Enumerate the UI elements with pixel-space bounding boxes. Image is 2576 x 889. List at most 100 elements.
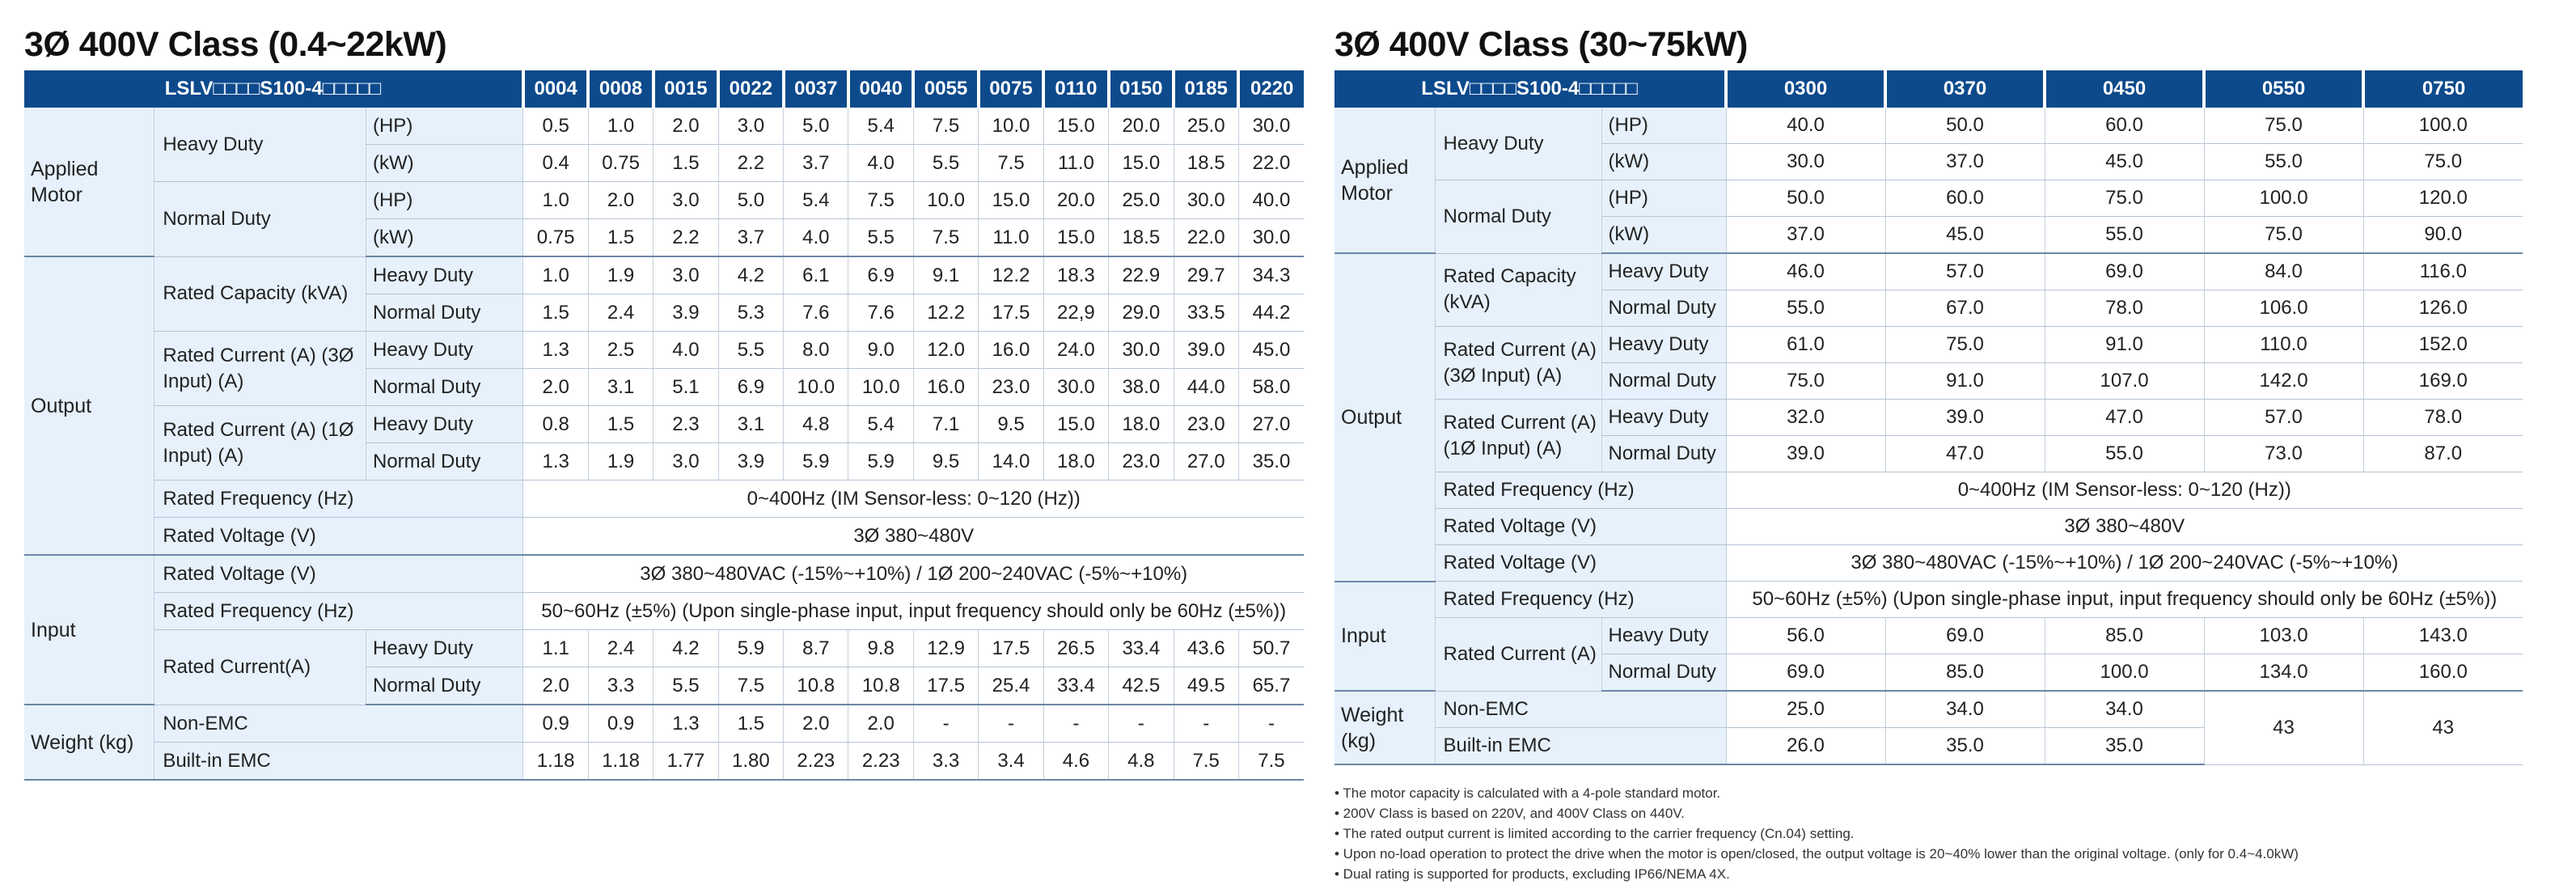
heavy-duty-label: Heavy Duty bbox=[154, 108, 366, 182]
input-label: Input bbox=[24, 555, 154, 705]
value-cell: 39.0 bbox=[1173, 331, 1239, 369]
spec-row: Normal Duty 1.5 2.4 3.9 5.3 7.6 7.6 12.2 17.5 22,… bbox=[24, 294, 1304, 332]
rated-voltage-label: Rated Voltage (V) bbox=[1434, 544, 1727, 582]
value-cell: 30.0 bbox=[1237, 218, 1304, 257]
spec-row: Rated Voltage (V) 3Ø 380~480V bbox=[1335, 508, 2523, 545]
value-cell: 9.5 bbox=[978, 405, 1044, 443]
value-cell: 30.0 bbox=[1043, 368, 1109, 406]
spec-row: Normal Duty (HP) 1.0 2.0 3.0 5.0 5.4 7.5 10.0 15.… bbox=[24, 181, 1304, 257]
header-row: LSLV□□□□S100-4□□□□□ 0300 0370 0450 0550 0750 bbox=[1335, 70, 2523, 108]
value-cell: 44.2 bbox=[1237, 294, 1304, 332]
input-frequency-value: 50~60Hz (±5%) (Upon single-phase input, … bbox=[1725, 581, 2523, 618]
value-cell: 126.0 bbox=[2362, 290, 2523, 327]
value-cell: 1.5 bbox=[522, 294, 589, 332]
value-cell: 4.8 bbox=[783, 405, 848, 443]
value-cell: 30.0 bbox=[1725, 143, 1886, 180]
rated-frequency-label: Rated Frequency (Hz) bbox=[154, 592, 523, 630]
value-cell: 1.0 bbox=[522, 256, 589, 294]
applied-motor-label: Applied Motor bbox=[1335, 108, 1435, 254]
value-cell: 45.0 bbox=[2044, 143, 2205, 180]
value-cell: 23.0 bbox=[1173, 405, 1239, 443]
model-code-header: 0037 bbox=[781, 70, 848, 108]
value-cell: 69.0 bbox=[1884, 617, 2045, 654]
output-voltage-value: 3Ø 380~480V bbox=[522, 517, 1304, 556]
value-cell: 27.0 bbox=[1237, 405, 1304, 443]
value-cell: 152.0 bbox=[2362, 326, 2523, 363]
hp-unit: (HP) bbox=[365, 181, 523, 219]
value-cell: 10.8 bbox=[848, 667, 914, 705]
value-cell: 40.0 bbox=[1237, 181, 1304, 219]
value-cell: 30.0 bbox=[1108, 331, 1174, 369]
value-cell: 50.0 bbox=[1725, 180, 1886, 217]
value-cell: 1.0 bbox=[587, 108, 654, 145]
weight-label: Weight (kg) bbox=[24, 705, 154, 781]
value-cell: 26.0 bbox=[1725, 727, 1886, 765]
value-cell: 14.0 bbox=[978, 442, 1044, 480]
footnote: • Upon no-load operation to protect the … bbox=[1335, 846, 2299, 861]
footnote: • The motor capacity is calculated with … bbox=[1335, 785, 1721, 801]
model-code-header: 0008 bbox=[586, 70, 654, 108]
value-cell: 3.0 bbox=[653, 181, 719, 219]
non-emc-label: Non-EMC bbox=[1434, 691, 1727, 728]
spec-row: Normal Duty 2.0 3.1 5.1 6.9 10.0 10.0 16.0 23.0 3… bbox=[24, 368, 1304, 406]
value-cell: 69.0 bbox=[2044, 253, 2205, 290]
value-cell: 100.0 bbox=[2362, 108, 2523, 144]
value-cell: 2.0 bbox=[783, 705, 848, 743]
value-cell: 7.5 bbox=[1237, 742, 1304, 781]
value-cell: 35.0 bbox=[1237, 442, 1304, 480]
value-cell: 0.8 bbox=[522, 405, 589, 443]
value-cell: 4.6 bbox=[1043, 742, 1109, 781]
built-in-emc-label: Built-in EMC bbox=[1434, 727, 1727, 765]
value-cell: 22.0 bbox=[1173, 218, 1239, 257]
value-cell: 3.9 bbox=[717, 442, 784, 480]
value-cell: 7.5 bbox=[848, 181, 914, 219]
value-cell: 91.0 bbox=[1884, 362, 2045, 400]
value-cell: 1.5 bbox=[653, 144, 719, 182]
kw-unit: (kW) bbox=[365, 218, 523, 257]
value-cell: 33.5 bbox=[1173, 294, 1239, 332]
output-voltage-value: 3Ø 380~480V bbox=[1725, 508, 2523, 545]
rated-current-1ph-label: Rated Current (A) (1Ø Input) (A) bbox=[154, 405, 366, 480]
spec-row: Input Rated Voltage (V) 3Ø 380~480VAC (-15… bbox=[24, 555, 1304, 705]
value-cell: 2.0 bbox=[587, 181, 654, 219]
value-cell: 15.0 bbox=[1043, 405, 1109, 443]
value-cell: 0.75 bbox=[522, 218, 589, 257]
spec-row: Normal Duty 1.3 1.9 3.0 3.9 5.9 5.9 9.5 14.0 18.0… bbox=[24, 442, 1304, 480]
value-cell: 60.0 bbox=[2044, 108, 2205, 144]
value-cell: 17.5 bbox=[978, 294, 1044, 332]
value-cell: 10.0 bbox=[848, 368, 914, 406]
model-code-header: 0015 bbox=[651, 70, 719, 108]
spec-row: Rated Frequency (Hz) 0~400Hz (IM Sensor-l… bbox=[24, 480, 1304, 518]
value-cell: 106.0 bbox=[2203, 290, 2364, 327]
model-code-header: 0450 bbox=[2043, 70, 2205, 108]
spec-row: Normal Duty 39.0 47.0 55.0 73.0 87.0 bbox=[1335, 435, 2523, 472]
value-cell: 61.0 bbox=[1725, 326, 1886, 363]
value-cell: 30.0 bbox=[1237, 108, 1304, 145]
value-cell: 22.0 bbox=[1237, 144, 1304, 182]
rated-voltage-label: Rated Voltage (V) bbox=[1434, 508, 1727, 545]
value-cell: 0.75 bbox=[587, 144, 654, 182]
value-cell: 20.0 bbox=[1108, 108, 1174, 145]
spec-row: Rated Voltage (V) 3Ø 380~480V bbox=[24, 517, 1304, 556]
spec-row: Rated Current(A) Heavy Duty 1.1 2.4 4.2 5.9 8.… bbox=[24, 629, 1304, 705]
rated-current-1ph-label: Rated Current (A) (1Ø Input) (A) bbox=[1434, 399, 1601, 472]
spec-row: Rated Current (A) (3Ø Input) (A) Heavy Du… bbox=[24, 331, 1304, 406]
value-cell: 1.80 bbox=[717, 742, 784, 781]
value-cell: 49.5 bbox=[1173, 667, 1239, 705]
value-cell: 10.0 bbox=[783, 368, 848, 406]
heavy-duty-label: Heavy Duty bbox=[1601, 326, 1727, 363]
value-cell: 110.0 bbox=[2203, 326, 2364, 363]
value-cell: 0.5 bbox=[522, 108, 589, 145]
value-cell: 3.0 bbox=[653, 442, 719, 480]
value-cell: 39.0 bbox=[1884, 399, 2045, 436]
value-cell: 39.0 bbox=[1725, 435, 1886, 472]
value-cell: 4.0 bbox=[848, 144, 914, 182]
value-cell: 12.2 bbox=[912, 294, 979, 332]
value-cell: 55.0 bbox=[2203, 143, 2364, 180]
spec-row: Rated Current (A) (1Ø Input) (A) Heavy Du… bbox=[1335, 399, 2523, 472]
heavy-duty-label: Heavy Duty bbox=[1601, 617, 1727, 654]
value-cell: 22,9 bbox=[1043, 294, 1109, 332]
applied-motor-label: Applied Motor bbox=[24, 108, 154, 257]
value-cell: 38.0 bbox=[1108, 368, 1174, 406]
model-code-header: 0075 bbox=[976, 70, 1044, 108]
